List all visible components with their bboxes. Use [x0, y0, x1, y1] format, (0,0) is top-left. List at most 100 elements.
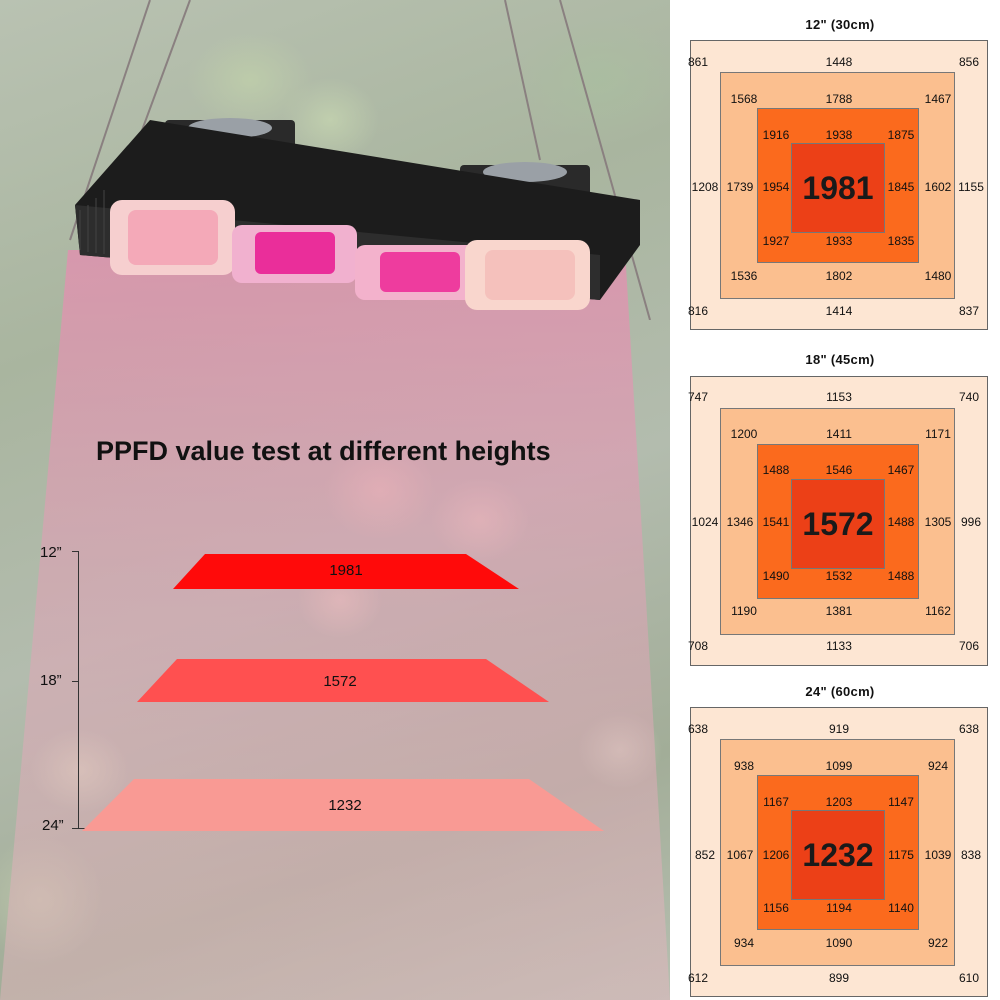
outer-cell: 996 [960, 515, 982, 529]
middle-cell: 1162 [925, 604, 951, 618]
middle-cell: 938 [733, 759, 755, 773]
grow-light-fixture [69, 0, 651, 320]
middle-cell: 1802 [825, 269, 853, 283]
scale-tick-18 [72, 681, 79, 682]
grid-title-12in: 12" (30cm) [805, 17, 875, 32]
inner-cell: 1167 [763, 795, 789, 809]
outer-cell: 708 [687, 639, 709, 653]
outer-cell: 1208 [691, 180, 719, 194]
middle-cell: 1467 [924, 92, 952, 106]
center-value: 1981 [802, 170, 874, 206]
outer-cell: 1448 [825, 55, 853, 69]
middle-cell: 1536 [730, 269, 758, 283]
ppfd-bar-12 [173, 554, 519, 589]
outer-cell: 1133 [826, 639, 852, 653]
middle-cell: 924 [927, 759, 949, 773]
center-zone [791, 143, 885, 233]
middle-cell: 1346 [726, 515, 754, 529]
inner-cell: 1140 [888, 901, 914, 915]
outer-cell: 1155 [958, 180, 984, 194]
middle-cell: 1190 [731, 604, 757, 618]
outer-cell: 856 [958, 55, 980, 69]
middle-cell: 1788 [825, 92, 853, 106]
inner-cell: 1203 [825, 795, 853, 809]
inner-cell: 1488 [887, 569, 915, 583]
middle-cell: 1067 [726, 848, 754, 862]
center-zone [791, 479, 885, 569]
outer-cell: 838 [960, 848, 982, 862]
outer-cell: 610 [958, 971, 980, 985]
middle-cell: 1480 [924, 269, 952, 283]
center-value: 1572 [802, 506, 874, 542]
ppfd-bar-12-value: 1981 [329, 562, 363, 579]
middle-cell: 1411 [826, 427, 852, 441]
outer-cell: 899 [828, 971, 850, 985]
inner-ring [757, 108, 919, 263]
middle-cell: 922 [927, 936, 949, 950]
inner-cell: 1194 [826, 901, 852, 915]
outer-cell: 747 [687, 390, 709, 404]
inner-cell: 1927 [762, 234, 790, 248]
ppfd-bar-24-value: 1232 [328, 797, 362, 814]
middle-cell: 1568 [730, 92, 758, 106]
ppfd-bar-18-value: 1572 [323, 673, 357, 690]
outer-cell: 1414 [825, 304, 853, 318]
middle-cell: 1305 [924, 515, 952, 529]
ppfd-grid-18in: 1572 747 1153 740 1024 996 708 1133 706 … [688, 376, 988, 666]
inner-cell: 1175 [888, 848, 914, 862]
outer-cell: 706 [958, 639, 980, 653]
ppfd-grid-12in: 1981 861 1448 856 1208 1155 816 1414 837… [688, 40, 988, 330]
inner-cell: 1845 [887, 180, 915, 194]
headline: PPFD value test at different heights [96, 436, 551, 466]
outer-cell: 612 [687, 971, 709, 985]
middle-cell: 1171 [925, 427, 951, 441]
ppfd-bar-18 [137, 659, 549, 702]
inner-cell: 1147 [888, 795, 914, 809]
inner-cell: 1875 [887, 128, 915, 142]
ppfd-bar-24 [82, 779, 604, 831]
outer-cell: 852 [694, 848, 716, 862]
grid-title-24in: 24" (60cm) [805, 684, 875, 699]
height-label-24: 24” [42, 817, 64, 834]
middle-cell: 1200 [730, 427, 758, 441]
scale-tick-24 [72, 828, 90, 829]
inner-cell: 1156 [763, 901, 789, 915]
inner-cell: 1938 [825, 128, 853, 142]
inner-cell: 1916 [762, 128, 790, 142]
outer-cell: 740 [958, 390, 980, 404]
center-zone [791, 810, 885, 900]
middle-cell: 934 [733, 936, 755, 950]
outer-cell: 861 [687, 55, 709, 69]
outer-cell: 919 [828, 722, 850, 736]
height-scale-line [78, 551, 79, 828]
outer-cell: 837 [958, 304, 980, 318]
outer-cell: 1024 [691, 515, 719, 529]
inner-cell: 1488 [887, 515, 915, 529]
inner-cell: 1490 [762, 569, 790, 583]
inner-cell: 1541 [762, 515, 790, 529]
outer-cell: 638 [687, 722, 709, 736]
height-label-18: 18” [40, 672, 62, 689]
middle-cell: 1090 [825, 936, 853, 950]
outer-cell: 638 [958, 722, 980, 736]
inner-cell: 1467 [887, 463, 915, 477]
outer-cell: 1153 [826, 390, 852, 404]
middle-cell: 1602 [924, 180, 952, 194]
middle-cell: 1039 [924, 848, 952, 862]
ppfd-grid-24in: 1232 638 919 638 852 838 612 899 610 938… [688, 707, 988, 997]
height-label-12: 12” [40, 544, 62, 561]
inner-cell: 1933 [825, 234, 853, 248]
outer-cell: 816 [687, 304, 709, 318]
inner-cell: 1488 [762, 463, 790, 477]
middle-cell: 1739 [726, 180, 754, 194]
inner-cell: 1546 [825, 463, 853, 477]
inner-cell: 1206 [762, 848, 790, 862]
inner-cell: 1532 [825, 569, 853, 583]
inner-cell: 1954 [762, 180, 790, 194]
scale-tick-12 [72, 551, 79, 552]
middle-cell: 1099 [825, 759, 853, 773]
inner-cell: 1835 [887, 234, 915, 248]
center-value: 1232 [802, 837, 874, 873]
middle-cell: 1381 [825, 604, 853, 618]
product-photo [0, 0, 670, 1000]
